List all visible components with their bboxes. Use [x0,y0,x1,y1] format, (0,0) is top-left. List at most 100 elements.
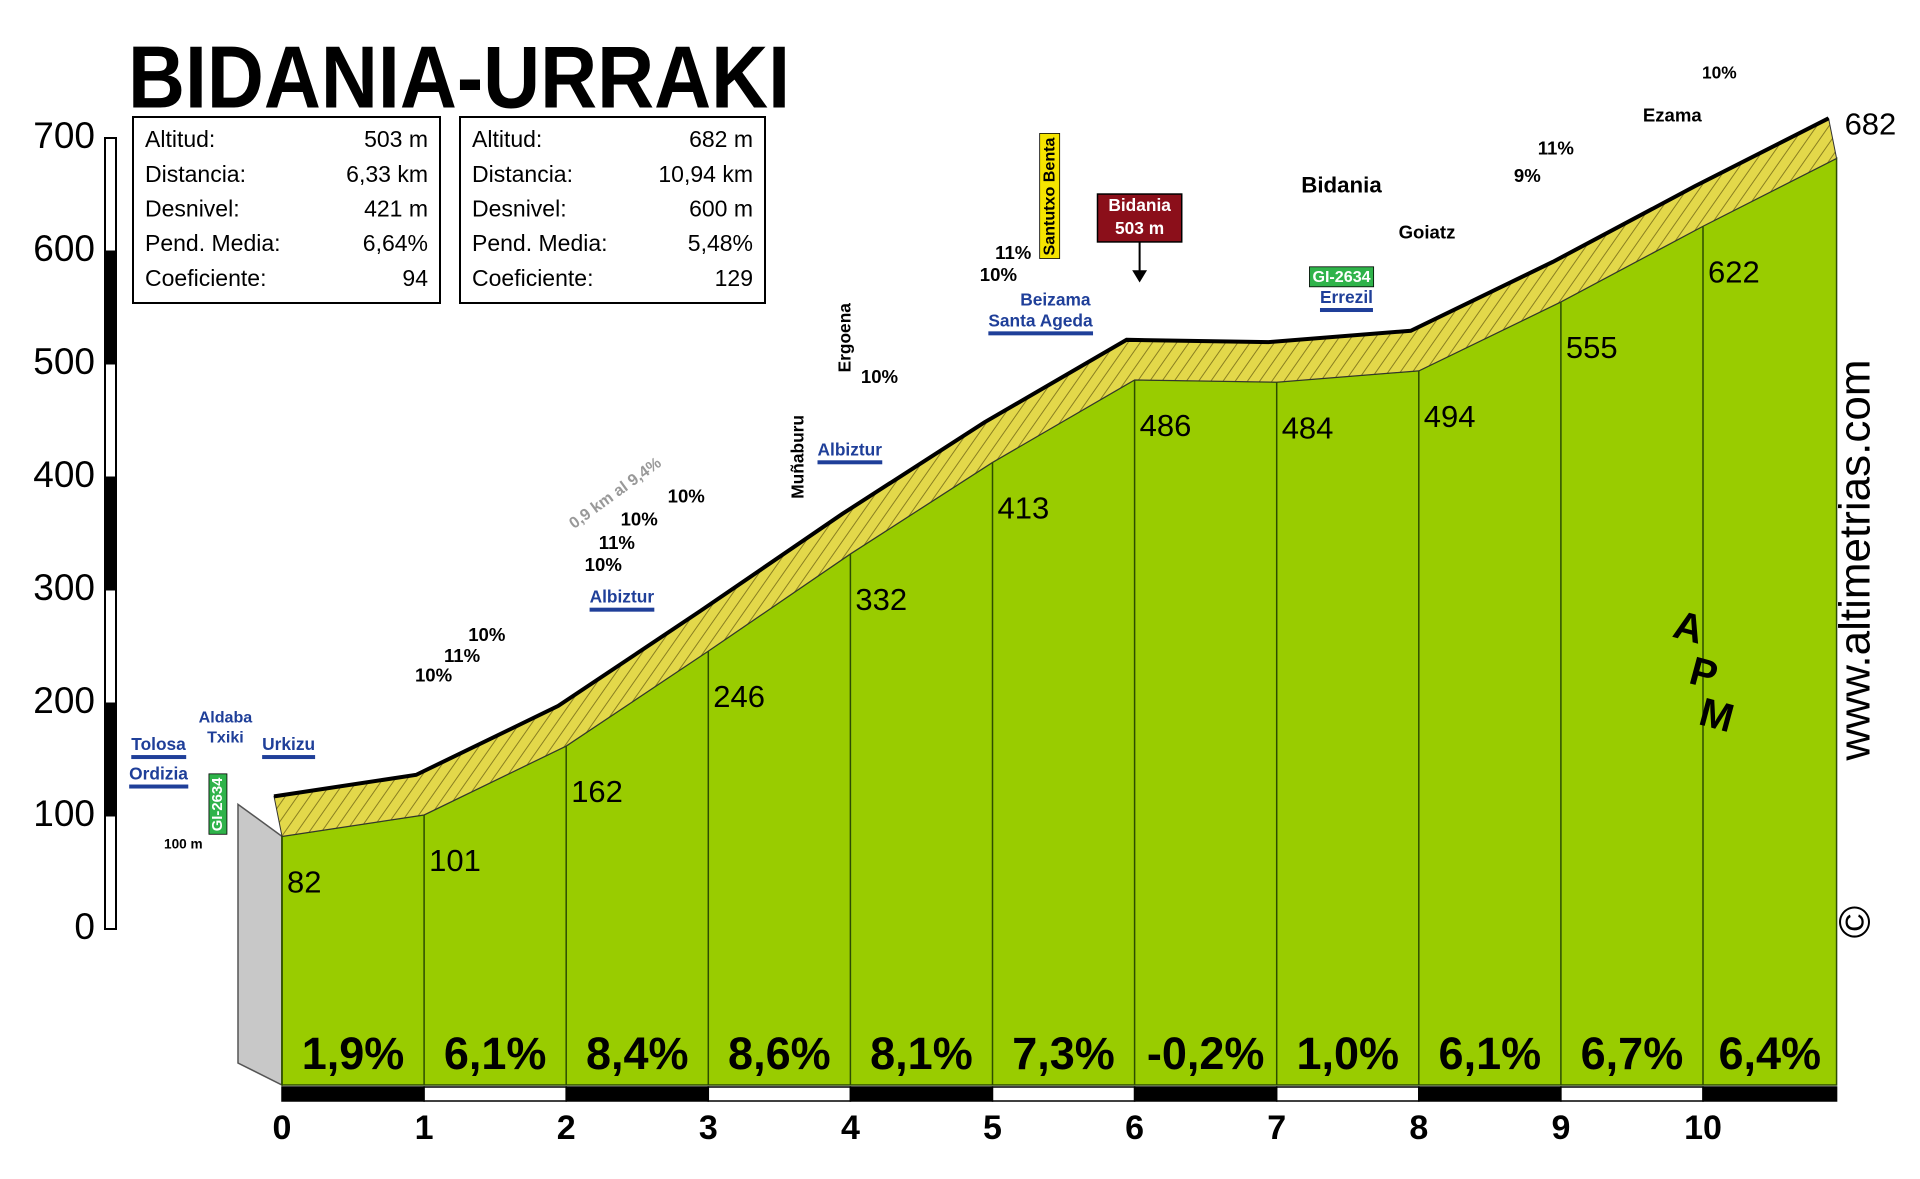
gradient-label: 1,0% [1296,1028,1399,1079]
altitude-label: 162 [571,774,623,809]
annotation: GI-2634 [1312,268,1370,286]
annotation-group: Bidania [1301,173,1382,198]
x-tick-label: 2 [557,1109,576,1147]
scale-segment [707,1086,852,1102]
annotation-group: 11% [1538,138,1575,159]
x-tick-label: 4 [841,1109,860,1147]
altitude-label: 82 [287,865,321,900]
annotation: Ordizia [129,764,188,784]
y-tick-label: 300 [33,567,95,608]
annotation-group: 100 m [164,837,203,852]
bidania-box [1096,193,1183,243]
annotation-group: Muñaburu [788,415,808,499]
annotation-group: Santa Ageda [988,310,1094,336]
annotation-group: 11% [995,242,1032,263]
annotation: 100 m [164,837,203,852]
info-label: Altitud: [472,126,542,152]
gradient-label: 8,6% [728,1028,831,1079]
annotation-group: Ezama [1643,105,1703,126]
annotation-group: Goiatz [1399,221,1456,242]
info-label: Altitud: [145,126,215,152]
altitude-label: 246 [713,679,765,714]
gradient-label: 6,4% [1718,1028,1821,1079]
annotation-group: 11% [444,645,481,666]
scale-segment [1560,1086,1704,1102]
gradient-label: 8,4% [586,1028,689,1079]
altitude-label: 486 [1140,408,1192,443]
gradient-label: 6,7% [1581,1028,1684,1079]
scale-segment [423,1086,567,1102]
annotation: Ergoena [835,303,855,373]
info-value: 600 m [689,195,753,221]
gradient-label: 6,1% [1439,1028,1542,1079]
x-tick-label: 3 [699,1109,718,1147]
info-box [459,116,766,304]
info-label: Distancia: [472,161,573,187]
annotation-group: Errezil [1319,287,1373,313]
annotation: 10% [980,264,1018,285]
watermark: www.altimetrias.com [1831,360,1880,762]
annotation: Santa Ageda [988,310,1093,330]
info-value: 421 m [364,195,428,221]
altitude-label: 682 [1845,107,1897,142]
annotation: 10% [468,624,506,645]
x-tick-label: 10 [1684,1109,1722,1147]
annotation: Albiztur [590,587,655,607]
y-tick-label: 500 [33,341,95,382]
gradient-label: 1,9% [302,1028,405,1079]
altitude-label: 413 [998,490,1050,525]
info-value: 6,64% [363,230,428,256]
info-value: 5,48% [688,230,753,256]
info-label: Pend. Media: [145,230,281,256]
annotation-group: Santutxo Benta [1039,133,1061,259]
altitude-label: 622 [1708,254,1760,289]
info-label: Distancia: [145,161,246,187]
info-value: 10,94 km [658,161,753,187]
annotation-group: 10% [415,665,453,686]
annotation: 10% [861,366,899,387]
x-tick-label: 8 [1409,1109,1428,1147]
altitude-label: 332 [855,582,907,617]
annotation-group: Urkizu [262,734,316,760]
annotation-group: Albiztur [817,439,883,465]
annotation-group: 10% [1702,62,1737,82]
annotation: 503 m [1115,218,1164,238]
label-box [1309,266,1375,288]
annotation: Bidania [1108,195,1171,215]
scale-segment [991,1086,1136,1102]
annotation-group: GI-2634 [208,773,228,835]
info-label: Coeficiente: [145,265,266,291]
y-axis-block [105,703,116,816]
gradient-label: -0,2% [1147,1028,1265,1079]
direction-arrow [131,755,187,760]
bidania-arrowhead [1132,270,1148,283]
annotation-group: 10% [585,554,623,575]
y-tick-label: 0 [74,906,95,947]
annotation-group: Ordizia [129,764,189,789]
info-label: Pend. Media: [472,230,608,256]
annotation: Ezama [1643,105,1703,126]
annotation: 11% [995,242,1032,263]
label-box [208,773,228,835]
annotation: Urkizu [262,734,315,754]
y-axis-block [105,251,116,364]
annotation: Bidania [1301,173,1382,198]
y-tick-label: 200 [33,680,95,721]
chart-title: BIDANIA-URRAKI [128,27,790,126]
annotation: 11% [599,532,636,553]
info-value: 682 m [689,126,753,152]
annotation-group: 503 m [1115,218,1164,238]
direction-arrow [129,784,189,789]
annotation-group: GI-2634 [1309,266,1375,288]
altitude-label: 101 [429,843,481,878]
annotation: 10% [415,665,453,686]
annotation: Aldaba [199,709,254,727]
annotation: 10% [668,485,706,506]
info-label: Coeficiente: [472,265,593,291]
annotation-group: 10% [468,624,506,645]
direction-arrow [817,460,883,465]
scale-segment [849,1086,994,1102]
altitude-label: 494 [1424,399,1476,434]
annotation-group: Beizama [1020,289,1091,309]
